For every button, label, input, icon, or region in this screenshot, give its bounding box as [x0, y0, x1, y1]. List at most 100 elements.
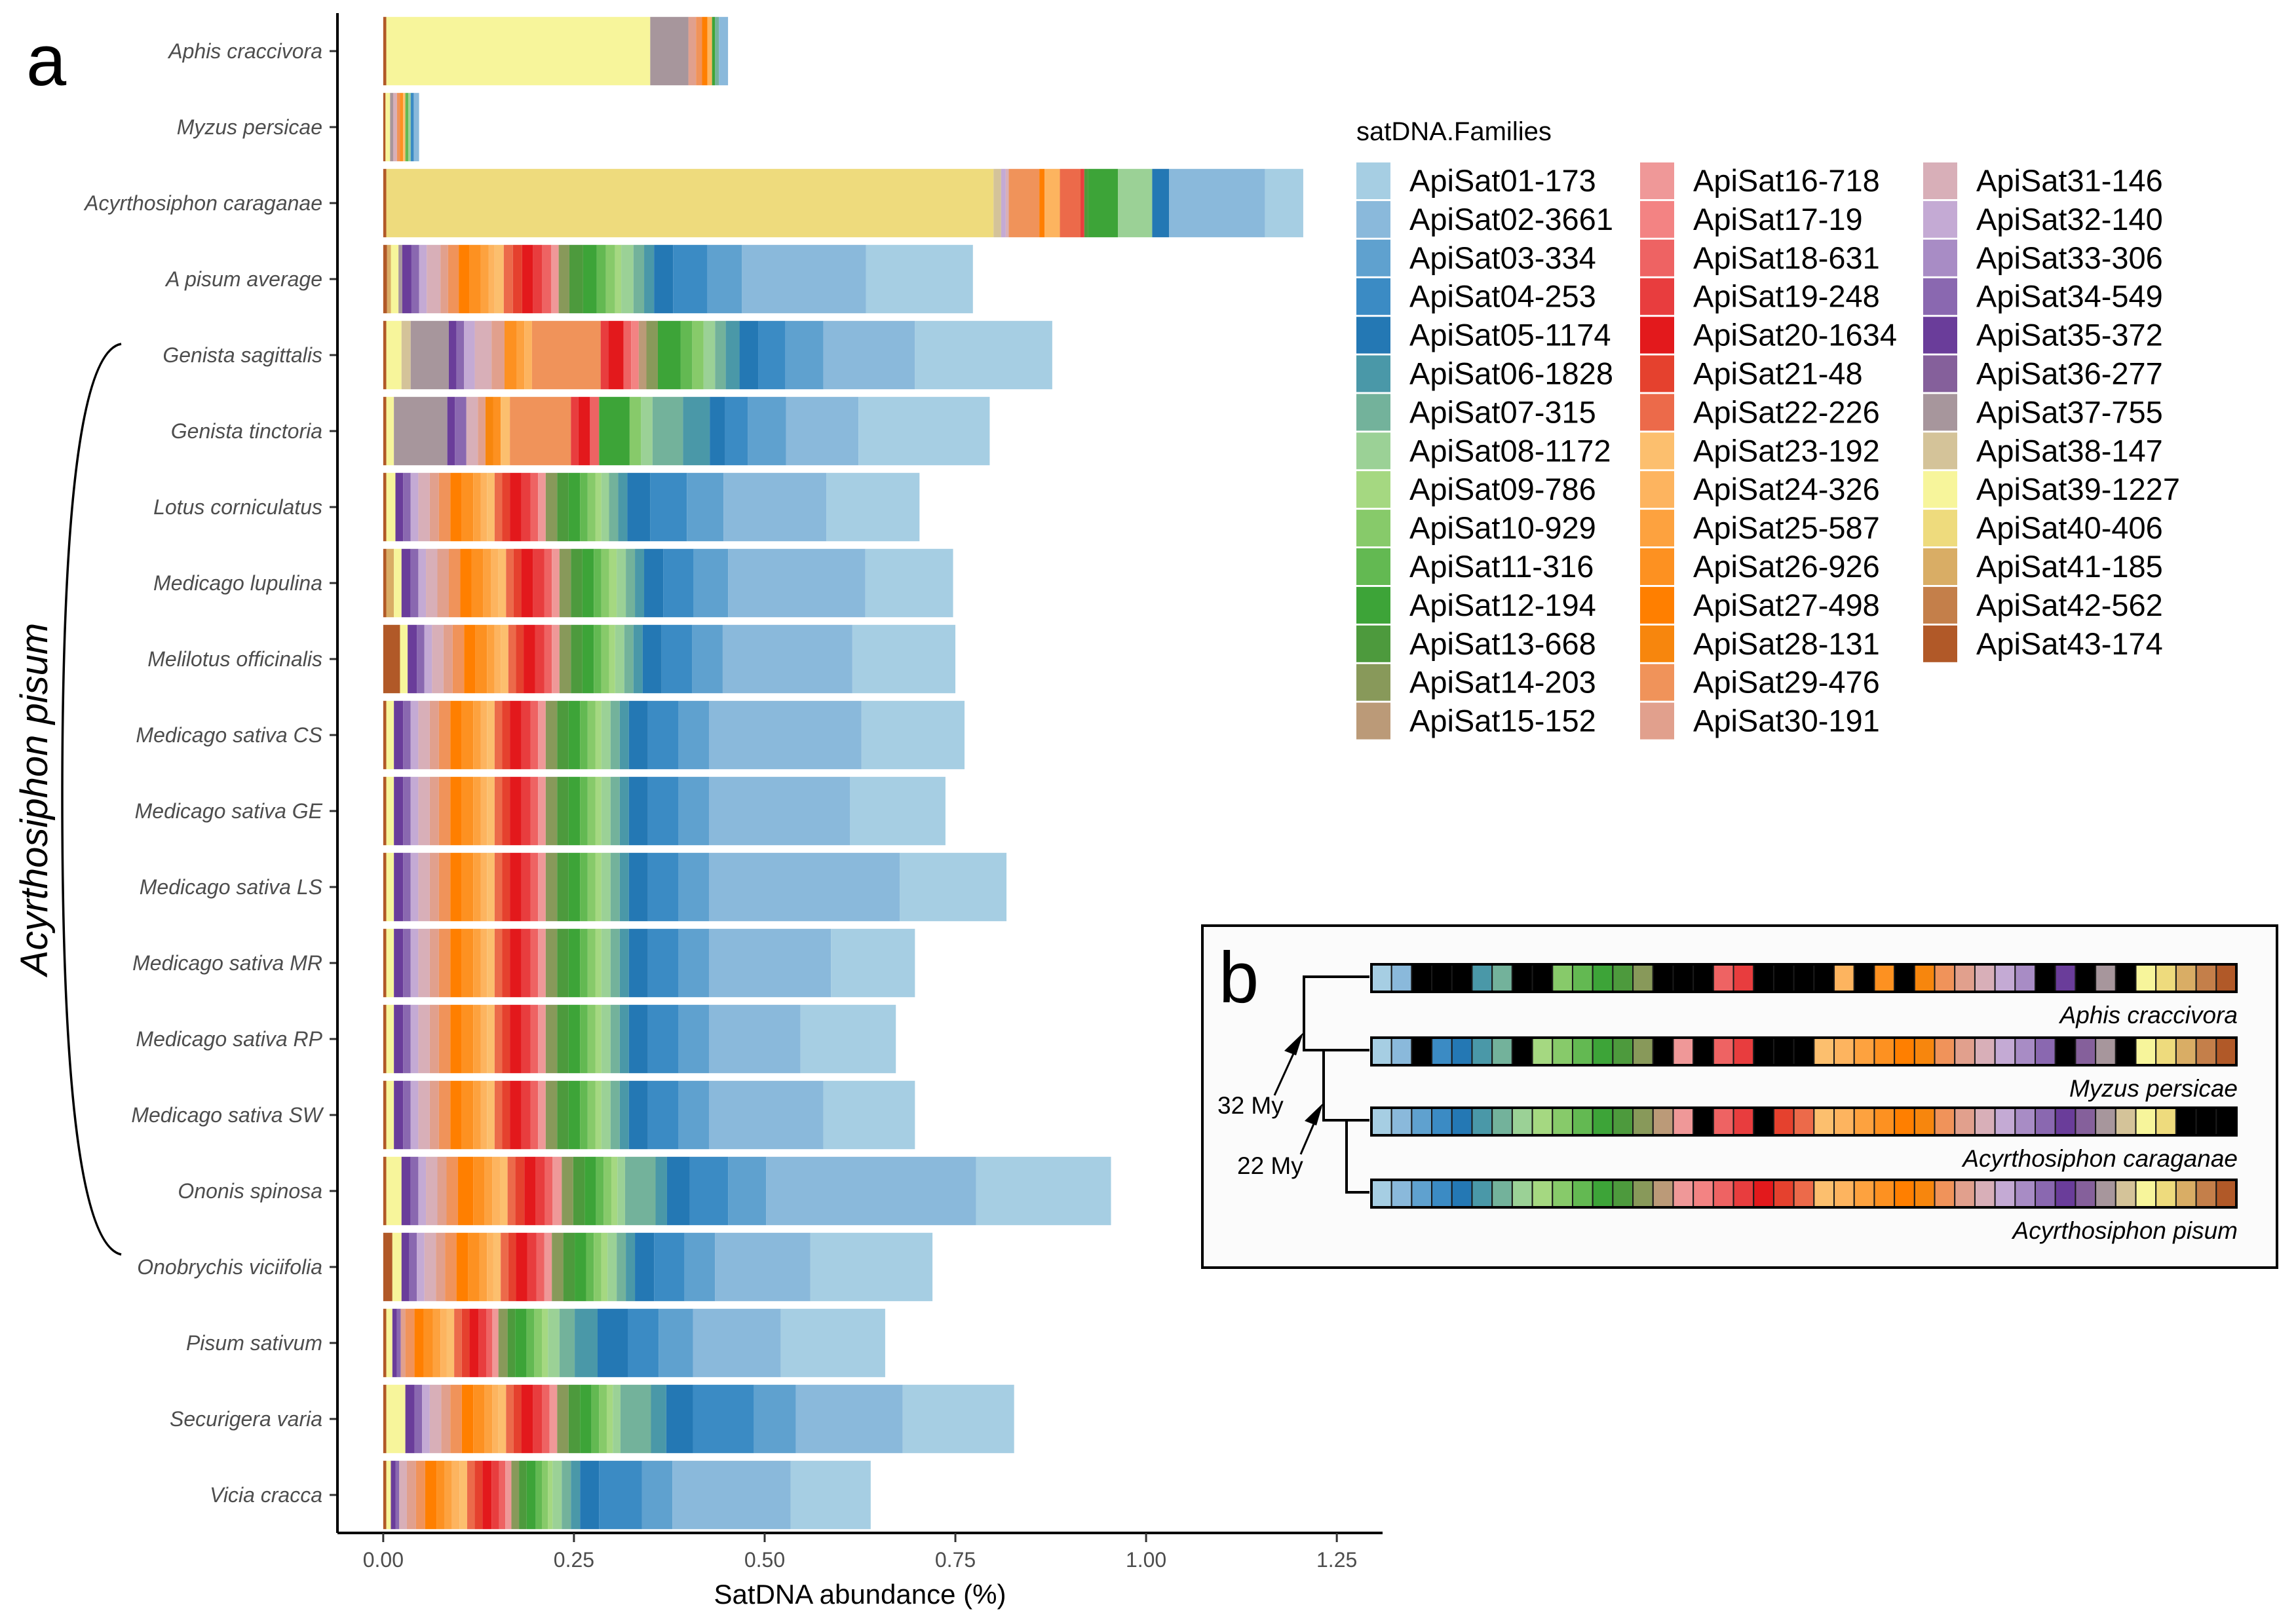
bar-area: [383, 16, 1303, 1530]
bar-segment-pisum-sativum-apisat20-1634: [469, 1308, 479, 1378]
bar-segment-aphis-craccivora-apisat24-326: [707, 16, 712, 86]
y-axis-labels: Aphis craccivora Myzus persicae Acyrthosip…: [83, 39, 337, 1507]
bar-segment-genista-tinctoria-apisat26-926: [493, 396, 501, 466]
y-label-a-pisum-average: A pisum average: [164, 267, 322, 291]
legend-label-apisat31-146: ApiSat31-146: [1976, 163, 2163, 198]
legend-swatch-apisat04-253: [1356, 278, 1390, 315]
bar-segment-ononis-spinosa-apisat31-146: [426, 1156, 438, 1226]
legend-label-apisat35-372: ApiSat35-372: [1976, 318, 2163, 352]
strip-cell-myzus-persicae-apisat43-174: [2215, 1037, 2237, 1066]
bar-segment-pisum-sativum-apisat01-173: [780, 1308, 885, 1378]
group-brace: [61, 343, 122, 1256]
bar-segment-medicago-sativa-cs-apisat18-631: [530, 700, 539, 770]
bar-segment-myzus-persicae-apisat04-253: [410, 92, 414, 162]
bar-segment-aphis-craccivora-apisat39-1227: [386, 16, 651, 86]
bar-segment-securigera-varia-apisat11-316: [591, 1384, 600, 1454]
strip-cell-myzus-persicae-apisat15-152: [1652, 1037, 1674, 1066]
strip-cell-acyrthosiphon-pisum-apisat03-334: [1411, 1179, 1433, 1208]
bar-segment-genista-sagittalis-apisat03-334: [785, 320, 824, 390]
bar-segment-melilotus-officinalis-apisat32-140: [424, 624, 432, 694]
bar-segment-medicago-sativa-cs-apisat04-253: [647, 700, 679, 770]
bar-segment-medicago-sativa-rp-apisat16-718: [538, 1004, 546, 1074]
bar-segment-vicia-cracca-apisat18-631: [499, 1460, 506, 1530]
bar-segment-medicago-lupulina-apisat18-631: [544, 548, 552, 618]
bar-segment-medicago-sativa-mr-apisat39-1227: [386, 928, 394, 998]
bar-segment-myzus-persicae-apisat29-476: [396, 92, 400, 162]
strip-label-acyrthosiphon-caraganae: Acyrthosiphon caraganae: [1961, 1145, 2238, 1172]
bar-segment-securigera-varia-apisat04-253: [693, 1384, 754, 1454]
bar-segment-melilotus-officinalis-apisat08-1172: [615, 624, 624, 694]
legend-label-apisat16-718: ApiSat16-718: [1693, 163, 1880, 198]
bar-segment-aphis-craccivora-apisat27-498: [702, 16, 708, 86]
bar-segment-ononis-spinosa-apisat43-174: [383, 1156, 387, 1226]
strip-cell-myzus-persicae-apisat20-1634: [1753, 1037, 1774, 1066]
y-label-securigera-varia: Securigera varia: [170, 1407, 322, 1431]
strip-cell-acyrthosiphon-caraganae-apisat38-147: [2114, 1107, 2137, 1136]
group-label: Acyrthosiphon pisum: [13, 623, 56, 977]
legend-swatch-apisat24-326: [1640, 471, 1674, 508]
bar-segment-medicago-sativa-sw-apisat06-1828: [619, 1080, 629, 1150]
bar-segment-acyrthosiphon-caraganae-apisat43-174: [383, 168, 387, 238]
bar-segment-securigera-varia-apisat01-173: [902, 1384, 1014, 1454]
bar-segment-ononis-spinosa-apisat03-334: [728, 1156, 767, 1226]
legend-label-apisat01-173: ApiSat01-173: [1409, 163, 1596, 198]
bar-segment-melilotus-officinalis-apisat23-192: [501, 624, 508, 694]
bar-segment-vicia-cracca-apisat08-1172: [552, 1460, 562, 1530]
bar-segment-a-pisum-average-apisat32-140: [419, 244, 427, 314]
bar-segment-vicia-cracca-apisat29-476: [415, 1460, 425, 1530]
bar-segment-medicago-sativa-rp-apisat10-929: [587, 1004, 596, 1074]
bar-segment-acyrthosiphon-caraganae-apisat19-248: [1080, 168, 1084, 238]
strip-label-aphis-craccivora: Aphis craccivora: [2059, 1002, 2238, 1029]
strip-cell-myzus-persicae-apisat11-316: [1571, 1037, 1594, 1066]
bar-segment-medicago-sativa-mr-apisat30-191: [429, 928, 439, 998]
bar-segment-pisum-sativum-apisat10-929: [534, 1308, 543, 1378]
bar-segment-onobrychis-viciifolia-apisat26-926: [468, 1232, 480, 1302]
y-label-acyrthosiphon-caraganae: Acyrthosiphon caraganae: [83, 191, 322, 215]
legend-swatch-apisat40-406: [1923, 510, 1957, 547]
legend-swatch-apisat33-306: [1923, 239, 1957, 276]
bar-segment-onobrychis-viciifolia-apisat22-226: [501, 1232, 508, 1302]
bar-segment-medicago-sativa-mr-apisat23-192: [487, 928, 495, 998]
strip-cell-acyrthosiphon-caraganae-apisat01-173: [1371, 1107, 1392, 1136]
bar-segment-securigera-varia-apisat22-226: [506, 1384, 514, 1454]
strip-cell-acyrthosiphon-caraganae-apisat29-476: [1934, 1107, 1956, 1136]
legend-swatch-apisat02-3661: [1356, 200, 1390, 238]
bar-segment-medicago-lupulina-apisat09-786: [609, 548, 617, 618]
strip-cell-acyrthosiphon-caraganae-apisat22-226: [1793, 1107, 1815, 1136]
bar-segment-medicago-sativa-ge-apisat26-926: [461, 776, 474, 846]
strip-cell-acyrthosiphon-caraganae-apisat35-372: [2054, 1107, 2076, 1136]
legend-swatch-apisat37-755: [1923, 394, 1957, 431]
bar-segment-pisum-sativum-apisat35-372: [392, 1308, 397, 1378]
bar-segment-genista-tinctoria-apisat10-929: [629, 396, 641, 466]
y-label-pisum-sativum: Pisum sativum: [186, 1331, 322, 1355]
bar-segment-a-pisum-average-apisat01-173: [866, 244, 973, 314]
bar-segment-acyrthosiphon-caraganae-apisat02-3661: [1169, 168, 1265, 238]
bar-segment-securigera-varia-apisat26-926: [473, 1384, 485, 1454]
strip-cell-myzus-persicae-apisat26-926: [1873, 1037, 1896, 1066]
strip-cell-aphis-craccivora-apisat08-1172: [1511, 964, 1533, 992]
y-label-medicago-sativa-ls: Medicago sativa LS: [140, 875, 322, 899]
bar-segment-ononis-spinosa-apisat18-631: [545, 1156, 553, 1226]
bar-segment-medicago-sativa-rp-apisat04-253: [647, 1004, 679, 1074]
y-label-medicago-lupulina: Medicago lupulina: [153, 571, 322, 595]
bar-segment-a-pisum-average-apisat34-549: [411, 244, 419, 314]
bar-segment-medicago-sativa-cs-apisat08-1172: [601, 700, 611, 770]
bar-segment-onobrychis-viciifolia-apisat10-929: [594, 1232, 602, 1302]
bar-segment-melilotus-officinalis-apisat18-631: [544, 624, 552, 694]
strip-cell-myzus-persicae-apisat34-549: [2035, 1037, 2056, 1066]
bar-segment-melilotus-officinalis-apisat16-718: [552, 624, 560, 694]
bar-segment-medicago-sativa-sw-apisat12-194: [568, 1080, 581, 1150]
bar-segment-securigera-varia-apisat39-1227: [386, 1384, 406, 1454]
bar-segment-aphis-craccivora-apisat02-3661: [719, 16, 729, 86]
strip-cell-acyrthosiphon-pisum-apisat33-306: [2014, 1179, 2037, 1208]
legend-swatch-apisat01-173: [1356, 162, 1390, 199]
legend-swatch-apisat32-140: [1923, 200, 1957, 238]
strip-cell-acyrthosiphon-caraganae-apisat19-248: [1732, 1107, 1755, 1136]
bar-segment-medicago-sativa-rp-apisat35-372: [394, 1004, 404, 1074]
legend-label-apisat03-334: ApiSat03-334: [1409, 240, 1596, 275]
legend-label-apisat33-306: ApiSat33-306: [1976, 240, 2163, 275]
bar-segment-medicago-sativa-mr-apisat43-174: [383, 928, 387, 998]
legend-label-apisat20-1634: ApiSat20-1634: [1693, 318, 1897, 352]
bar-segment-a-pisum-average-apisat30-191: [440, 244, 448, 314]
bar-segment-medicago-sativa-mr-apisat10-929: [587, 928, 596, 998]
